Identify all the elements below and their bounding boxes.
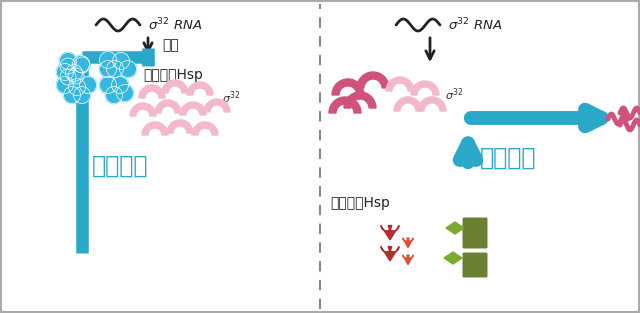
Circle shape [99, 52, 116, 69]
Polygon shape [394, 97, 422, 111]
Polygon shape [155, 100, 181, 113]
Polygon shape [187, 82, 213, 95]
Polygon shape [167, 120, 193, 133]
Circle shape [68, 79, 86, 95]
Text: 翻訳: 翻訳 [162, 38, 179, 52]
Circle shape [72, 55, 90, 73]
Circle shape [60, 69, 76, 85]
Circle shape [113, 53, 129, 69]
Polygon shape [411, 81, 439, 95]
Circle shape [79, 76, 97, 94]
Text: $\sigma^{32}$: $\sigma^{32}$ [445, 87, 463, 103]
Text: 翻訳抑制: 翻訳抑制 [92, 154, 148, 178]
Circle shape [60, 58, 76, 74]
FancyBboxPatch shape [463, 253, 488, 278]
Text: その他のHsp: その他のHsp [330, 196, 390, 210]
Polygon shape [180, 102, 206, 115]
Polygon shape [418, 97, 446, 111]
Circle shape [106, 86, 122, 104]
Polygon shape [403, 255, 413, 264]
Polygon shape [329, 97, 361, 113]
Circle shape [56, 76, 74, 94]
Polygon shape [332, 79, 364, 95]
Circle shape [65, 64, 83, 81]
Polygon shape [344, 92, 376, 108]
Circle shape [120, 60, 136, 78]
Text: $\sigma^{32}$: $\sigma^{32}$ [222, 90, 241, 106]
Polygon shape [162, 80, 188, 93]
Circle shape [116, 85, 134, 101]
Polygon shape [446, 222, 464, 234]
Circle shape [106, 60, 124, 78]
Polygon shape [381, 247, 399, 261]
Circle shape [99, 60, 116, 78]
Polygon shape [139, 85, 165, 98]
FancyBboxPatch shape [463, 218, 488, 249]
Text: 分解促進: 分解促進 [480, 146, 536, 170]
Polygon shape [357, 72, 389, 88]
Circle shape [74, 57, 90, 73]
Text: $\sigma^{32}$ RNA: $\sigma^{32}$ RNA [148, 17, 203, 33]
Polygon shape [142, 122, 168, 135]
Circle shape [111, 76, 129, 94]
Polygon shape [192, 122, 218, 135]
Text: $\sigma^{32}$ RNA: $\sigma^{32}$ RNA [448, 17, 502, 33]
Polygon shape [403, 238, 413, 248]
Polygon shape [444, 252, 462, 264]
Polygon shape [204, 99, 230, 112]
Circle shape [60, 53, 77, 69]
Circle shape [99, 76, 116, 94]
Circle shape [74, 86, 90, 104]
Circle shape [63, 86, 81, 104]
Polygon shape [130, 103, 156, 116]
Circle shape [56, 64, 74, 80]
Text: 低分子量Hsp: 低分子量Hsp [143, 68, 203, 82]
Polygon shape [381, 225, 399, 240]
Polygon shape [386, 77, 414, 91]
Circle shape [68, 68, 84, 84]
